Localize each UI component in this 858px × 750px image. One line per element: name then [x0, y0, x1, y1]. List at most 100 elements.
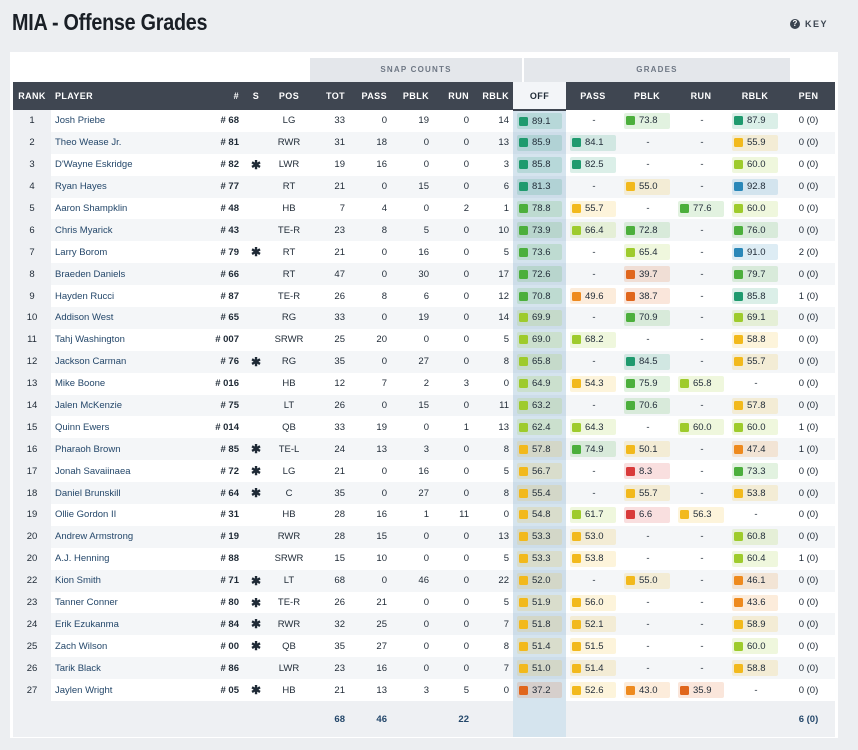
column-header-starter[interactable]: S — [243, 82, 269, 110]
player-name-link[interactable]: Larry Borom — [51, 241, 199, 264]
column-header-snap-run[interactable]: RUN — [433, 82, 473, 110]
player-name-link[interactable]: Tarik Black — [51, 657, 199, 680]
player-name-link[interactable]: Andrew Armstrong — [51, 525, 199, 548]
player-name-link[interactable]: Zach Wilson — [51, 635, 199, 658]
table-row[interactable]: 15 Quinn Ewers # 014 QB 33 19 0 1 13 62.4 64.3 - 60.… — [13, 416, 835, 439]
table-row[interactable]: 20 Andrew Armstrong # 19 RWR 28 15 0 0 13 53.3 53.… — [13, 525, 835, 548]
total-run: 22 — [433, 701, 473, 738]
grade-badge: 56.7 — [517, 463, 562, 480]
column-header-pen[interactable]: PEN — [782, 82, 835, 110]
player-name-link[interactable]: Ryan Hayes — [51, 175, 199, 198]
player-name-link[interactable]: Jalen McKenzie — [51, 394, 199, 417]
column-header-snap-pblk[interactable]: PBLK — [391, 82, 433, 110]
table-row[interactable]: 9 Hayden Rucci # 87 TE-R 26 8 6 0 12 70.8 49.6 38.7… — [13, 285, 835, 308]
table-row[interactable]: 16 Pharaoh Brown # 85 ✱ TE-L 24 13 3 0 8 57.8 74.9 5… — [13, 438, 835, 461]
player-name-link[interactable]: Jonah Savaiinaea — [51, 460, 199, 483]
grade-value: 64.9 — [532, 378, 551, 390]
column-header-snap-rblk[interactable]: RBLK — [473, 82, 513, 110]
snap-rblk-cell: 0 — [473, 679, 513, 702]
column-header-grade-rblk[interactable]: RBLK — [728, 82, 782, 110]
grade-badge: 58.8 — [732, 660, 778, 677]
column-header-grade-off[interactable]: OFF — [513, 82, 566, 111]
player-name-link[interactable]: Kion Smith — [51, 569, 199, 592]
table-row[interactable]: 22 Kion Smith # 71 ✱ LT 68 0 46 0 22 52.0-55.0-46.… — [13, 569, 835, 592]
grade-grun-cell: - — [674, 175, 728, 198]
table-row[interactable]: 12 Jackson Carman # 76 ✱ RG 35 0 27 0 8 65.8-84.5-… — [13, 350, 835, 373]
column-header-grade-pass[interactable]: PASS — [566, 82, 620, 110]
table-row[interactable]: 14 Jalen McKenzie # 75 LT 26 0 15 0 11 63.2-70.6-… — [13, 394, 835, 417]
snap-rblk-cell: 17 — [473, 263, 513, 286]
grade-badge: 73.8 — [624, 112, 670, 129]
grade-value: 35.9 — [693, 684, 712, 696]
column-header-grade-run[interactable]: RUN — [674, 82, 728, 110]
table-row[interactable]: 2 Theo Wease Jr. # 81 RWR 31 18 0 0 13 85.9 84.1- -… — [13, 131, 835, 154]
table-row[interactable]: 6 Chris Myarick # 43 TE-R 23 8 5 0 10 73.9 66.4 72.… — [13, 219, 835, 242]
grade-badge: 53.8 — [570, 550, 616, 567]
table-row[interactable]: 7 Larry Borom # 79 ✱ RT 21 0 16 0 5 73.6-65.4-91.0… — [13, 241, 835, 264]
player-name-link[interactable]: Ollie Gordon II — [51, 504, 199, 526]
grade-value: 58.8 — [747, 334, 766, 346]
player-name-link[interactable]: Aaron Shampklin — [51, 197, 199, 220]
table-row[interactable]: 24 Erik Ezukanma # 84 ✱ RWR 32 25 0 0 7 51.8 52.1- -… — [13, 613, 835, 636]
player-name-link[interactable]: Chris Myarick — [51, 219, 199, 242]
player-name-link[interactable]: Daniel Brunskill — [51, 482, 199, 505]
column-header-grade-pblk[interactable]: PBLK — [620, 82, 674, 110]
table-row[interactable]: 10 Addison West # 65 RG 33 0 19 0 14 69.9-70.9-69… — [13, 307, 835, 329]
grade-off-cell: 72.6 — [513, 263, 566, 286]
column-header-jersey[interactable]: # — [199, 82, 243, 110]
grade-value: 60.8 — [747, 531, 766, 543]
table-row[interactable]: 23 Tanner Conner # 80 ✱ TE-R 26 21 0 0 5 51.9 56.0-… — [13, 591, 835, 614]
player-name-link[interactable]: Jackson Carman — [51, 350, 199, 373]
column-header-snap-tot[interactable]: TOT — [309, 82, 349, 110]
table-row[interactable]: 18 Daniel Brunskill # 64 ✱ C 35 0 27 0 8 55.4-55.7… — [13, 482, 835, 505]
player-name-link[interactable]: Mike Boone — [51, 372, 199, 395]
player-name-link[interactable]: D'Wayne Eskridge — [51, 153, 199, 176]
grade-value: - — [700, 356, 704, 368]
column-header-snap-pass[interactable]: PASS — [349, 82, 391, 110]
table-row[interactable]: 13 Mike Boone # 016 HB 12 7 2 3 0 64.9 54.3 75.9 65.… — [13, 372, 835, 395]
table-row[interactable]: 19 Ollie Gordon II # 31 HB 28 16 1 11 0 54.8 61.7 6… — [13, 504, 835, 526]
grade-value: 60.0 — [747, 421, 766, 433]
table-row[interactable]: 25 Zach Wilson # 00 ✱ QB 35 27 0 0 8 51.4 51.5- -60.… — [13, 635, 835, 658]
grade-value: - — [592, 312, 596, 324]
column-header-pos[interactable]: POS — [269, 82, 309, 110]
player-name-link[interactable]: Tahj Washington — [51, 328, 199, 351]
column-header-player[interactable]: PLAYER — [51, 82, 199, 110]
player-name-link[interactable]: Quinn Ewers — [51, 416, 199, 439]
table-row[interactable]: 5 Aaron Shampklin # 48 HB 7 4 0 2 1 78.8 55.7 - 77.6… — [13, 197, 835, 220]
table-row[interactable]: 11 Tahj Washington # 007 SRWR 25 20 0 0 5 69.0 68.… — [13, 328, 835, 351]
player-name-link[interactable]: Josh Priebe — [51, 110, 199, 132]
table-row[interactable]: 3 D'Wayne Eskridge # 82 ✱ LWR 19 16 0 0 3 85.8 82.5… — [13, 153, 835, 176]
table-row[interactable]: 20 A.J. Henning # 88 SRWR 15 10 0 0 5 53.3 53.8- -6… — [13, 547, 835, 570]
grade-grblk-cell: 79.7 — [728, 263, 782, 286]
grade-badge: - — [624, 135, 670, 151]
grade-badge: - — [678, 266, 724, 282]
table-row[interactable]: 4 Ryan Hayes # 77 RT 21 0 15 0 6 81.3-55.0-92.8 0 … — [13, 175, 835, 198]
table-row[interactable]: 27 Jaylen Wright # 05 ✱ HB 21 13 3 5 0 37.2 52.6 43.… — [13, 679, 835, 702]
player-name-link[interactable]: A.J. Henning — [51, 547, 199, 570]
player-name-link[interactable]: Addison West — [51, 307, 199, 329]
player-name-link[interactable]: Braeden Daniels — [51, 263, 199, 286]
grade-value: 89.1 — [532, 115, 551, 127]
grade-value: - — [592, 181, 596, 193]
table-row[interactable]: 26 Tarik Black # 86 LWR 23 16 0 0 7 51.0 51.4- -58.… — [13, 657, 835, 680]
player-name-link[interactable]: Jaylen Wright — [51, 679, 199, 702]
position-cell: LT — [269, 394, 309, 417]
grade-gpblk-cell: 39.7 — [620, 263, 674, 286]
column-header-rank[interactable]: RANK — [13, 82, 51, 110]
rank-cell: 7 — [13, 241, 51, 264]
grade-value: 85.8 — [747, 290, 766, 302]
grade-grblk-cell: 76.0 — [728, 219, 782, 242]
grade-badge: 70.8 — [517, 288, 562, 305]
player-name-link[interactable]: Tanner Conner — [51, 591, 199, 614]
player-name-link[interactable]: Theo Wease Jr. — [51, 131, 199, 154]
table-row[interactable]: 8 Braeden Daniels # 66 RT 47 0 30 0 17 72.6-39.7-… — [13, 263, 835, 286]
table-row[interactable]: 17 Jonah Savaiinaea # 72 ✱ LG 21 0 16 0 5 56.7-8.3… — [13, 460, 835, 483]
key-button[interactable]: ? KEY — [789, 19, 828, 29]
grade-value: - — [646, 618, 650, 630]
table-row[interactable]: 1 Josh Priebe # 68 LG 33 0 19 0 14 89.1-73.8-87.9… — [13, 110, 835, 132]
player-name-link[interactable]: Hayden Rucci — [51, 285, 199, 308]
grade-gpblk-cell: - — [620, 525, 674, 548]
player-name-link[interactable]: Pharaoh Brown — [51, 438, 199, 461]
player-name-link[interactable]: Erik Ezukanma — [51, 613, 199, 636]
